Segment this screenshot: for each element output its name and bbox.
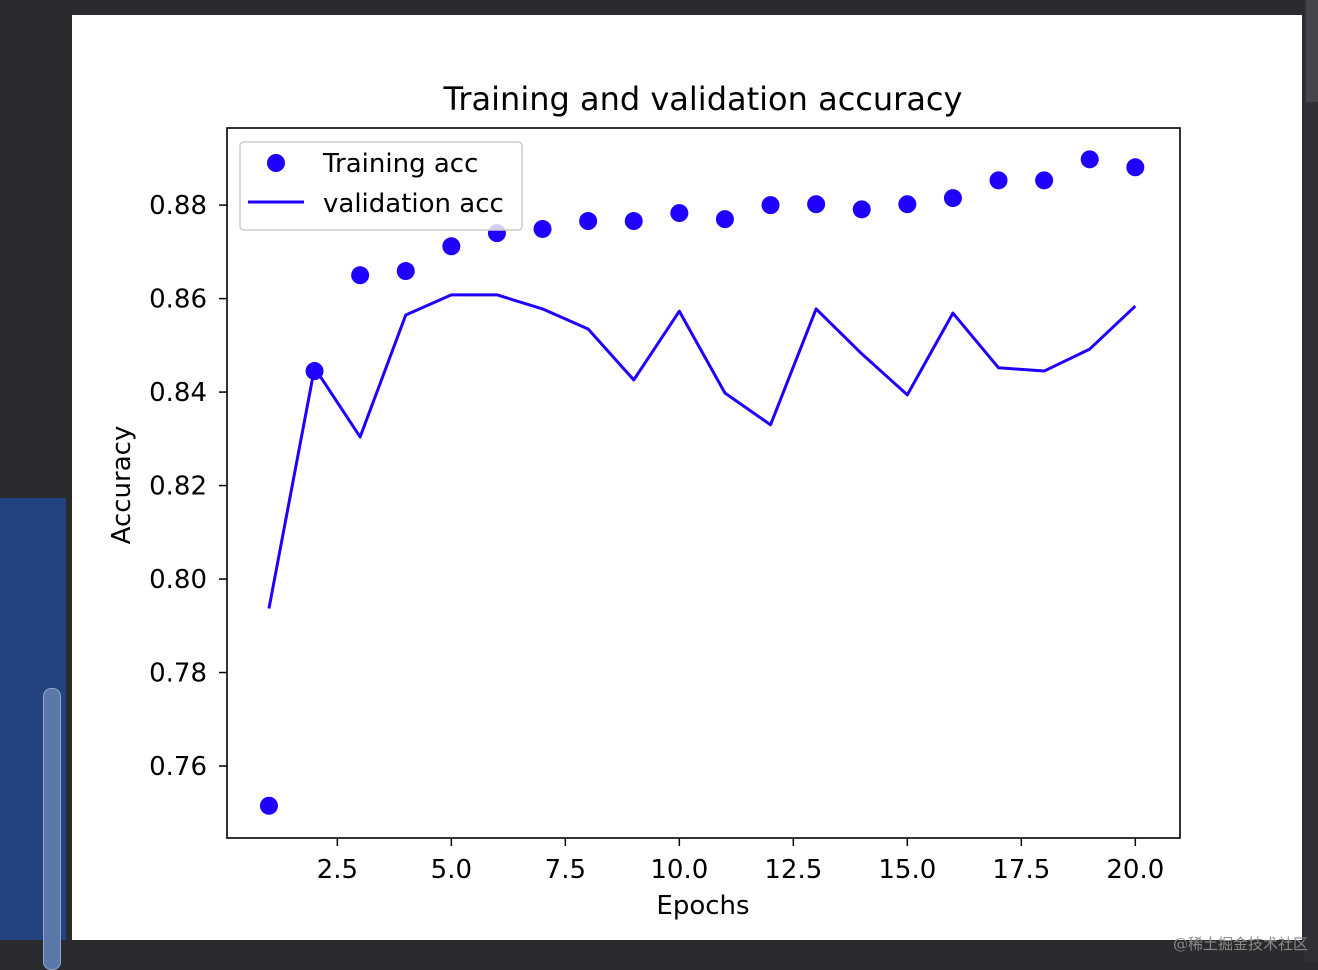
training-acc-point	[351, 266, 370, 285]
training-acc-point	[1126, 158, 1145, 177]
legend: Training acc validation acc	[239, 141, 523, 231]
training-acc-point	[761, 196, 780, 215]
training-acc-point	[715, 210, 734, 229]
right-scrollbar-thumb[interactable]	[1306, 0, 1318, 102]
x-tick-label: 7.5	[545, 855, 586, 885]
legend-box	[239, 141, 523, 231]
x-tick-label: 2.5	[317, 855, 358, 885]
y-tick-label: 0.86	[149, 285, 207, 315]
x-axis-label: Epochs	[656, 891, 749, 921]
training-acc-point	[852, 200, 871, 219]
watermark: @稀土掘金技术社区	[1172, 935, 1308, 953]
training-acc-point	[807, 195, 826, 214]
y-tick-label: 0.76	[149, 752, 207, 782]
y-tick-label: 0.78	[149, 659, 207, 689]
training-acc-point	[579, 212, 598, 231]
training-acc-point	[442, 237, 461, 256]
training-acc-point	[1035, 171, 1054, 190]
training-acc-point	[943, 189, 962, 208]
training-acc-point	[989, 171, 1008, 190]
y-axis-label: Accuracy	[107, 426, 137, 545]
x-tick-label: 12.5	[764, 855, 822, 885]
y-tick-label: 0.88	[149, 191, 207, 221]
training-acc-point	[624, 212, 643, 231]
training-acc-point	[259, 796, 278, 815]
y-tick-label: 0.82	[149, 472, 207, 502]
x-tick-label: 17.5	[992, 855, 1050, 885]
training-acc-point	[1080, 150, 1099, 169]
x-tick-label: 20.0	[1106, 855, 1164, 885]
x-tick-label: 5.0	[431, 855, 472, 885]
chart-title: Training and validation accuracy	[443, 80, 963, 118]
training-acc-point	[533, 219, 552, 238]
training-acc-point	[305, 362, 324, 381]
validation-acc-line	[267, 293, 1137, 609]
x-tick-label: 10.0	[650, 855, 708, 885]
x-tick-label: 15.0	[878, 855, 936, 885]
legend-dot-marker	[267, 154, 285, 172]
plot-frame	[226, 127, 1181, 839]
training-acc-point	[396, 262, 415, 281]
right-scrollbar-track[interactable]	[1304, 0, 1318, 962]
legend-label-validation: validation acc	[323, 189, 504, 219]
y-tick-label: 0.80	[149, 565, 207, 595]
y-tick-label: 0.84	[149, 378, 207, 408]
training-acc-point	[898, 195, 917, 214]
legend-label-training: Training acc	[322, 149, 478, 179]
training-acc-point	[670, 204, 689, 223]
